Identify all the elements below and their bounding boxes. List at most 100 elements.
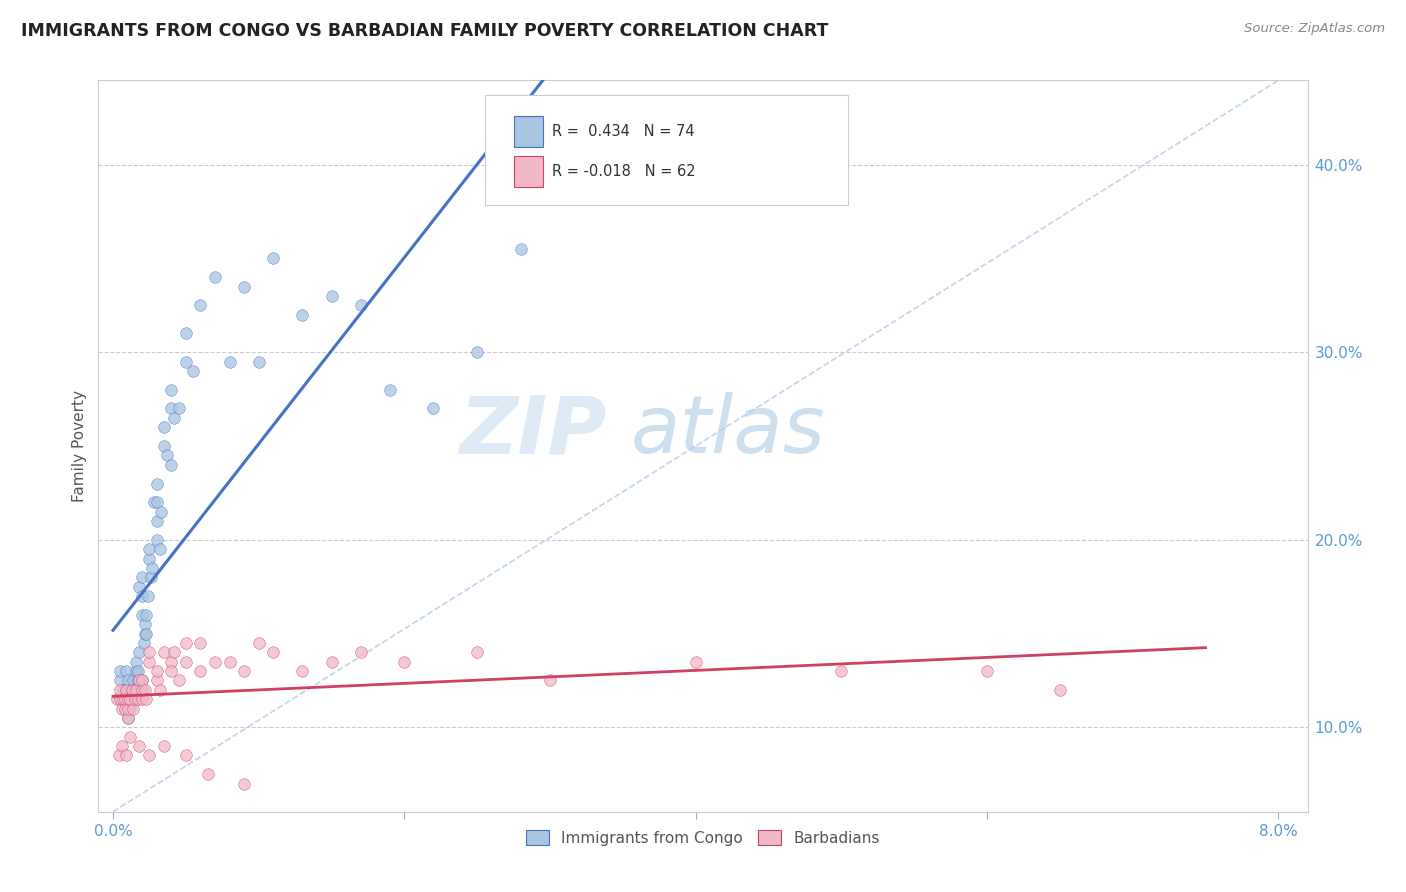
Point xyxy=(131,682,153,697)
FancyBboxPatch shape xyxy=(515,116,543,147)
Point xyxy=(131,570,153,584)
Point xyxy=(122,682,145,697)
Point xyxy=(117,673,139,688)
Point xyxy=(976,664,998,678)
Point xyxy=(262,252,284,266)
Point xyxy=(110,673,132,688)
Point xyxy=(291,308,314,322)
Point xyxy=(181,364,204,378)
Point xyxy=(115,682,138,697)
FancyBboxPatch shape xyxy=(485,95,848,204)
Point xyxy=(124,692,146,706)
Point xyxy=(145,664,167,678)
Point xyxy=(120,730,142,744)
Point xyxy=(1049,682,1071,697)
Point xyxy=(131,589,153,603)
Point xyxy=(136,589,159,603)
Point xyxy=(138,655,160,669)
Point xyxy=(110,692,132,706)
Point xyxy=(134,626,156,640)
Point xyxy=(125,682,148,697)
Point xyxy=(120,692,142,706)
Point xyxy=(218,354,240,368)
Point xyxy=(115,748,138,763)
Point xyxy=(204,655,226,669)
Point xyxy=(121,682,143,697)
Point xyxy=(167,401,190,416)
Point xyxy=(145,673,167,688)
Text: R = -0.018   N = 62: R = -0.018 N = 62 xyxy=(551,164,696,179)
Point xyxy=(465,345,488,359)
Point xyxy=(127,664,149,678)
Point xyxy=(422,401,444,416)
Point xyxy=(120,692,142,706)
Point xyxy=(538,673,561,688)
Point xyxy=(115,664,138,678)
Point xyxy=(128,645,150,659)
Point xyxy=(122,701,145,715)
Point xyxy=(127,692,149,706)
Point xyxy=(153,739,176,753)
Point xyxy=(115,682,138,697)
Point xyxy=(128,673,150,688)
Point xyxy=(110,664,132,678)
Point xyxy=(128,739,150,753)
Point xyxy=(129,682,152,697)
Point xyxy=(197,767,219,781)
Point xyxy=(127,673,149,688)
Point xyxy=(125,664,148,678)
Point xyxy=(156,449,179,463)
Point xyxy=(138,542,160,557)
Point xyxy=(190,636,212,650)
Point xyxy=(262,645,284,659)
Point xyxy=(321,289,343,303)
Point xyxy=(114,692,136,706)
Point xyxy=(128,580,150,594)
Point xyxy=(160,458,183,472)
Point xyxy=(132,636,155,650)
Point xyxy=(153,439,176,453)
Point xyxy=(509,242,531,256)
Point xyxy=(134,682,156,697)
Point xyxy=(350,645,373,659)
Point xyxy=(233,664,256,678)
Point xyxy=(112,692,135,706)
Point xyxy=(145,476,167,491)
Point xyxy=(120,701,142,715)
Point xyxy=(111,701,134,715)
Point xyxy=(174,326,197,341)
Point xyxy=(131,607,153,622)
Point xyxy=(174,655,197,669)
Point xyxy=(117,711,139,725)
Point xyxy=(112,692,135,706)
Point xyxy=(247,636,270,650)
Point xyxy=(160,664,183,678)
Point xyxy=(149,542,172,557)
Point xyxy=(114,701,136,715)
Point xyxy=(167,673,190,688)
Point xyxy=(247,354,270,368)
Point xyxy=(117,711,139,725)
Point xyxy=(291,664,314,678)
Point xyxy=(105,692,128,706)
Point xyxy=(124,692,146,706)
Point xyxy=(121,692,143,706)
FancyBboxPatch shape xyxy=(515,156,543,187)
Point xyxy=(145,495,167,509)
Point xyxy=(153,420,176,434)
Point xyxy=(117,692,139,706)
Point xyxy=(139,570,162,584)
Point xyxy=(163,410,186,425)
Point xyxy=(114,692,136,706)
Text: ZIP: ZIP xyxy=(458,392,606,470)
Point xyxy=(465,645,488,659)
Point xyxy=(135,607,157,622)
Point xyxy=(141,561,163,575)
Point xyxy=(160,401,183,416)
Text: IMMIGRANTS FROM CONGO VS BARBADIAN FAMILY POVERTY CORRELATION CHART: IMMIGRANTS FROM CONGO VS BARBADIAN FAMIL… xyxy=(21,22,828,40)
Point xyxy=(394,655,416,669)
Point xyxy=(204,270,226,285)
Point xyxy=(121,682,143,697)
Point xyxy=(110,682,132,697)
Point xyxy=(149,682,172,697)
